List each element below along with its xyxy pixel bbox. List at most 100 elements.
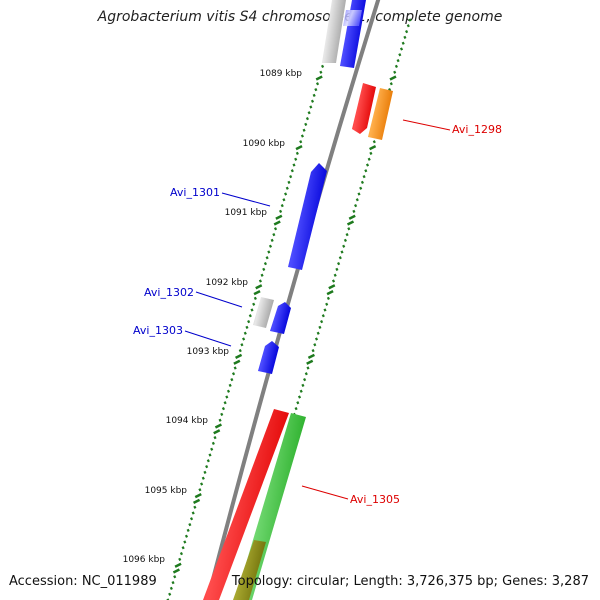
outer-minor-tick [396, 58, 400, 63]
inner-minor-tick [280, 203, 284, 208]
inner-minor-tick [183, 540, 187, 544]
gene-label[interactable]: Avi_1305 [350, 493, 400, 506]
inner-minor-tick [252, 302, 256, 306]
inner-minor-tick [218, 418, 222, 422]
inner-minor-tick [203, 470, 207, 475]
scale-label: 1094 kbp [166, 416, 209, 426]
inner-minor-tick [188, 522, 192, 527]
gene-leader-line [402, 119, 451, 131]
gene-label[interactable]: Avi_1303 [133, 324, 183, 337]
inner-minor-tick [300, 134, 304, 138]
outer-minor-tick [301, 383, 305, 388]
outer-minor-tick [389, 82, 393, 86]
outer-minor-tick [365, 163, 370, 167]
scale-label: 1096 kbp [123, 555, 166, 565]
inner-major-tick [193, 498, 201, 505]
inner-minor-tick [307, 111, 311, 115]
inner-minor-tick [268, 244, 273, 248]
inner-major-tick [194, 492, 202, 499]
outer-minor-tick [359, 186, 363, 190]
inner-major-tick [233, 359, 241, 365]
outer-minor-tick [325, 302, 329, 306]
inner-minor-tick [309, 105, 313, 109]
outer-minor-tick [335, 267, 339, 272]
inner-minor-tick [210, 447, 214, 451]
gene-leader-line [195, 291, 243, 308]
gene-label[interactable]: Avi_1302 [144, 286, 194, 299]
scale-label: 1089 kbp [260, 69, 303, 79]
outer-minor-tick [357, 192, 361, 196]
inner-minor-tick [200, 482, 204, 486]
inner-minor-tick [292, 163, 296, 167]
outer-minor-tick [338, 256, 342, 260]
outer-minor-tick [337, 261, 341, 266]
inner-minor-tick [282, 198, 286, 202]
inner-major-tick [315, 75, 323, 81]
inner-minor-tick [258, 279, 262, 283]
inner-minor-tick [228, 383, 232, 388]
scale-label: 1093 kbp [187, 347, 230, 357]
inner-minor-tick [178, 557, 182, 562]
inner-minor-tick [243, 331, 247, 335]
inner-minor-tick [294, 157, 298, 161]
scale-label: 1095 kbp [145, 486, 188, 496]
inner-minor-tick [208, 453, 212, 457]
inner-minor-tick [221, 406, 225, 411]
inner-minor-tick [262, 267, 266, 272]
inner-minor-tick [213, 435, 217, 440]
inner-minor-tick [186, 528, 190, 533]
inner-minor-tick [225, 395, 229, 399]
inner-minor-tick [289, 174, 293, 179]
outer-minor-tick [354, 203, 358, 208]
gene-label[interactable]: Avi_1298 [452, 123, 502, 136]
inner-minor-tick [295, 151, 299, 156]
feature-blue-top-highlight [343, 10, 362, 26]
inner-minor-tick [312, 93, 316, 98]
inner-minor-tick [205, 464, 209, 469]
inner-minor-tick [189, 517, 194, 521]
inner-minor-tick [263, 261, 267, 266]
outer-minor-tick [297, 395, 302, 399]
inner-minor-tick [321, 64, 325, 69]
outer-minor-tick [306, 366, 310, 370]
inner-minor-tick [173, 575, 177, 579]
inner-minor-tick [247, 319, 251, 324]
feature-blue-avi-1301 [288, 163, 327, 270]
inner-minor-tick [201, 476, 205, 480]
inner-minor-tick [171, 580, 175, 585]
inner-minor-tick [302, 128, 306, 132]
inner-minor-tick [220, 412, 224, 417]
outer-minor-tick [394, 64, 398, 69]
inner-major-tick [174, 562, 182, 568]
gene-label[interactable]: Avi_1301 [170, 186, 220, 199]
inner-major-tick [295, 144, 303, 151]
outer-minor-tick [364, 169, 368, 173]
inner-minor-tick [260, 273, 264, 277]
outer-minor-tick [323, 308, 327, 312]
outer-minor-tick [294, 406, 298, 411]
feature-red-avi-1299 [352, 83, 376, 134]
outer-minor-tick [331, 279, 336, 283]
outer-minor-tick [314, 337, 319, 341]
feature-grey-avi-1302 [253, 297, 274, 328]
inner-minor-tick [245, 325, 249, 330]
feature-blue-avi-1302 [270, 302, 291, 334]
inner-minor-tick [272, 232, 276, 237]
outer-minor-tick [345, 232, 349, 237]
inner-minor-tick [206, 459, 210, 463]
feature-track [203, 0, 393, 600]
accession-text: Accession: NC_011989 [9, 574, 157, 589]
inner-minor-tick [267, 250, 271, 254]
inner-minor-tick [304, 122, 308, 127]
inner-minor-tick [193, 505, 197, 509]
feature-grey-top [322, 0, 346, 63]
inner-minor-tick [238, 348, 242, 353]
outer-minor-tick [388, 87, 392, 92]
outer-minor-tick [408, 18, 412, 22]
outer-minor-tick [399, 47, 404, 51]
inner-minor-tick [319, 70, 323, 74]
inner-minor-tick [231, 372, 236, 376]
outer-minor-tick [318, 325, 322, 330]
gene-leader-line [184, 330, 232, 347]
